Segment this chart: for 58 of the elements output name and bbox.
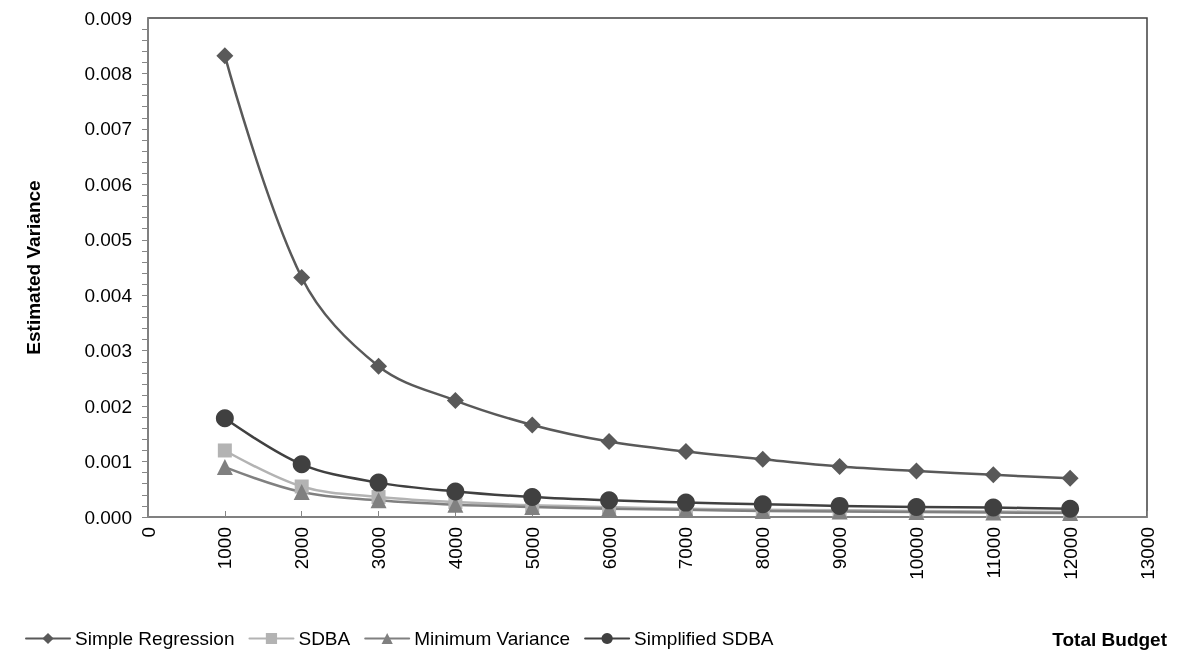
- point: [216, 459, 233, 476]
- y-axis-title: Estimated Variance: [23, 180, 44, 355]
- point: [523, 488, 542, 507]
- point: [523, 416, 541, 434]
- x-tick-label: 7000: [675, 527, 697, 570]
- point: [292, 455, 311, 474]
- point: [753, 495, 772, 514]
- x-tick-label: 2000: [291, 527, 313, 570]
- y-tick-label: 0.004: [84, 284, 133, 306]
- y-tick-label: 0.008: [84, 62, 132, 84]
- point: [1061, 499, 1080, 518]
- point: [600, 433, 618, 451]
- legend-label: Simple Regression: [75, 628, 235, 649]
- y-tick-label: 0.003: [84, 340, 132, 362]
- point: [370, 492, 387, 509]
- point: [370, 357, 388, 375]
- point: [1061, 469, 1079, 487]
- point: [215, 409, 234, 428]
- point: [369, 473, 388, 492]
- y-tick-label: 0.000: [84, 506, 132, 528]
- x-tick-label: 10000: [905, 527, 927, 580]
- y-tick-label: 0.002: [84, 395, 132, 417]
- y-tick-label: 0.009: [84, 7, 132, 29]
- point: [446, 482, 465, 501]
- y-tick-label: 0.001: [84, 451, 132, 473]
- point: [216, 47, 234, 65]
- point: [830, 496, 849, 515]
- x-tick-label: 3000: [368, 527, 390, 570]
- point: [293, 484, 310, 501]
- point: [907, 498, 926, 517]
- x-tick-label: 0: [137, 527, 159, 538]
- x-tick-label: 9000: [829, 527, 851, 570]
- point: [677, 443, 695, 461]
- point: [984, 498, 1003, 517]
- x-axis-title: Total Budget: [1052, 629, 1168, 650]
- x-tick-label: 5000: [521, 527, 543, 570]
- x-tick-label: 13000: [1136, 527, 1158, 580]
- point: [676, 493, 695, 512]
- point: [600, 491, 619, 510]
- legend-label: Simplified SDBA: [634, 628, 774, 649]
- point: [907, 462, 925, 480]
- x-tick-label: 12000: [1059, 527, 1081, 580]
- point: [831, 458, 849, 476]
- y-tick-label: 0.007: [84, 118, 132, 140]
- y-tick-label: 0.005: [84, 229, 132, 251]
- x-tick-label: 11000: [982, 527, 1004, 579]
- point: [984, 466, 1002, 484]
- y-tick-label: 0.006: [84, 173, 132, 195]
- point: [293, 268, 311, 286]
- x-tick-label: 6000: [598, 527, 620, 570]
- x-tick-label: 4000: [444, 527, 466, 570]
- point: [754, 450, 772, 468]
- point: [217, 443, 232, 458]
- legend-label: Minimum Variance: [414, 628, 571, 649]
- legend-label: SDBA: [298, 628, 351, 649]
- x-tick-label: 8000: [752, 527, 774, 570]
- x-tick-label: 1000: [214, 527, 236, 570]
- point: [446, 392, 464, 410]
